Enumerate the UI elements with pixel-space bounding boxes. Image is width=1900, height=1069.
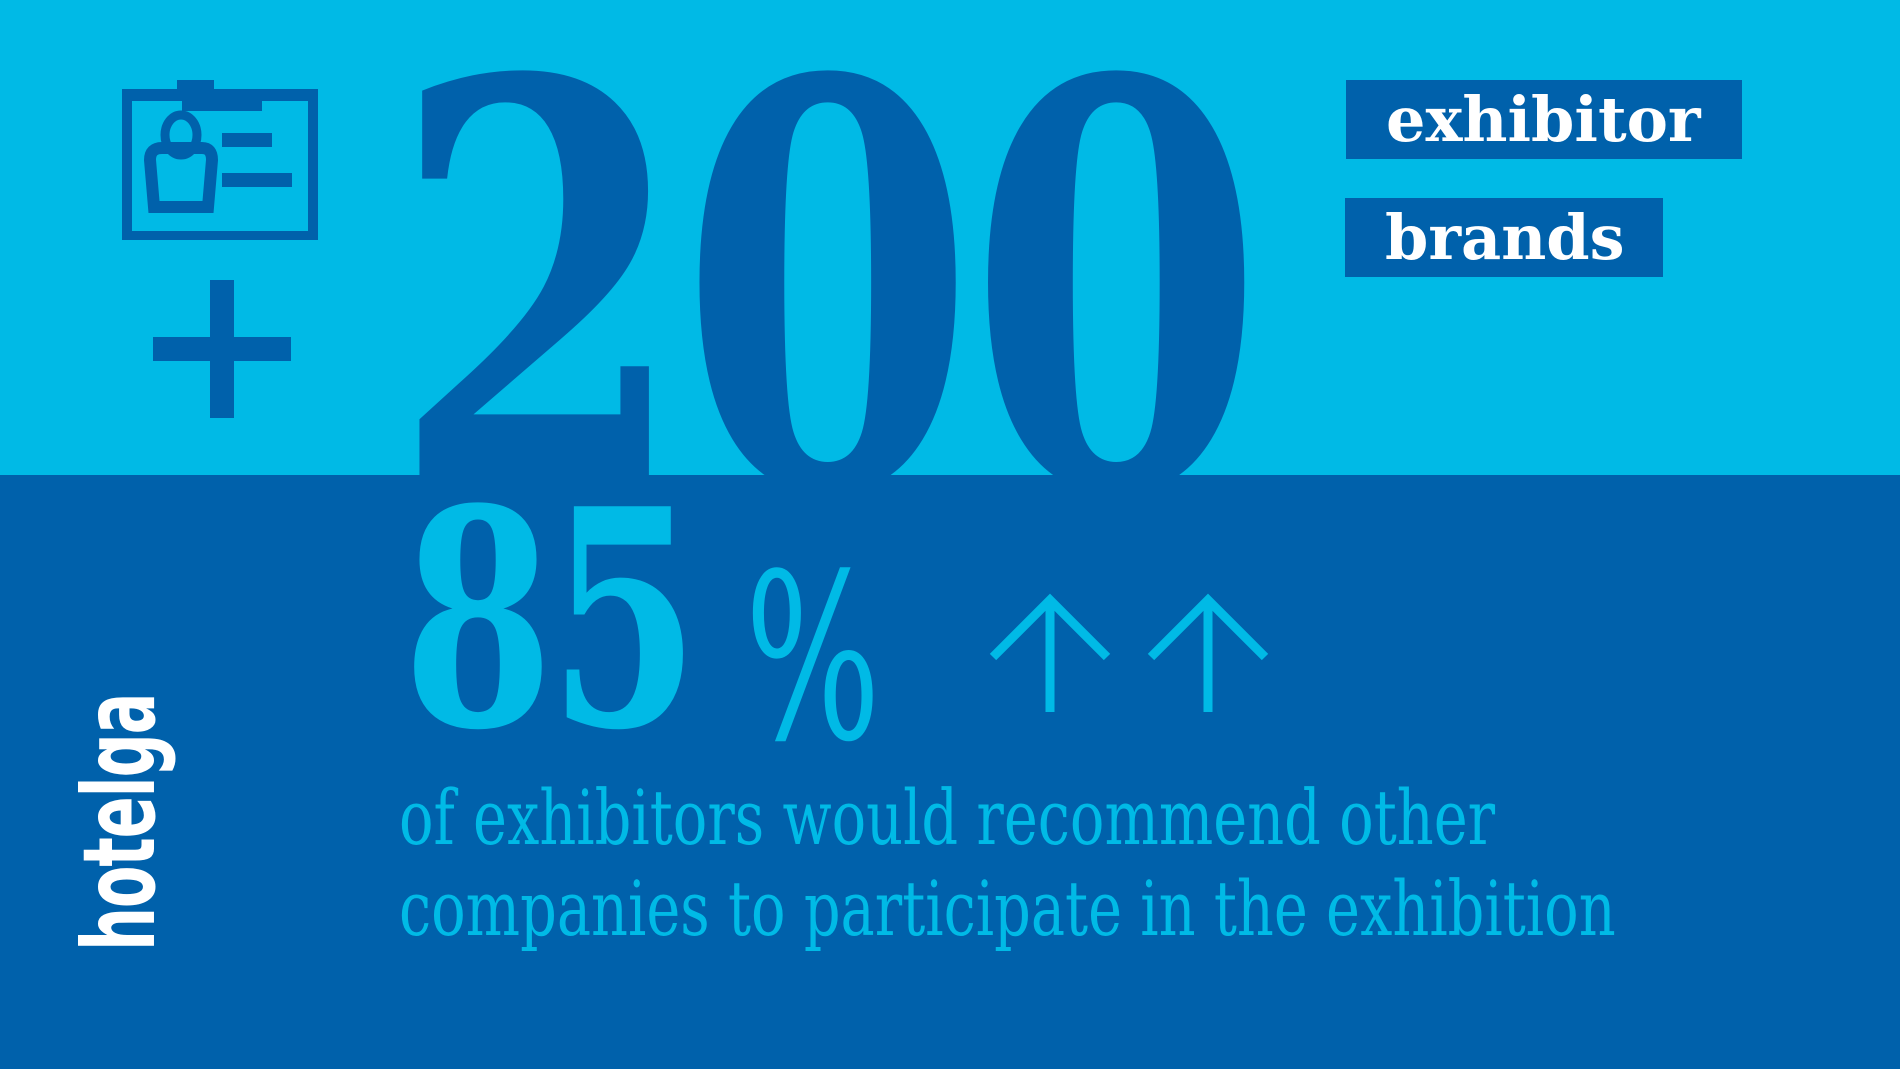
- percent-sign: %: [745, 526, 881, 793]
- hotelga-logo: hotelga: [61, 632, 178, 951]
- id-badge-icon: [122, 80, 318, 240]
- percent-value: 85: [403, 443, 699, 796]
- arrow-up-icon: [1147, 593, 1269, 712]
- label-exhibitor: exhibitor: [1346, 80, 1742, 159]
- description-line: companies to participate in the exhibiti…: [399, 864, 1616, 953]
- logo-text: hotelga: [61, 693, 178, 951]
- label-brands: brands: [1345, 198, 1663, 277]
- plus-icon: [153, 280, 291, 418]
- description: of exhibitors would recommend other comp…: [399, 772, 1616, 954]
- description-line: of exhibitors would recommend other: [399, 773, 1496, 862]
- arrows-group: [989, 593, 1269, 712]
- arrow-up-icon: [989, 593, 1111, 712]
- bottom-section: [0, 475, 1900, 1069]
- exhibitor-count: 200: [391, 0, 1264, 475]
